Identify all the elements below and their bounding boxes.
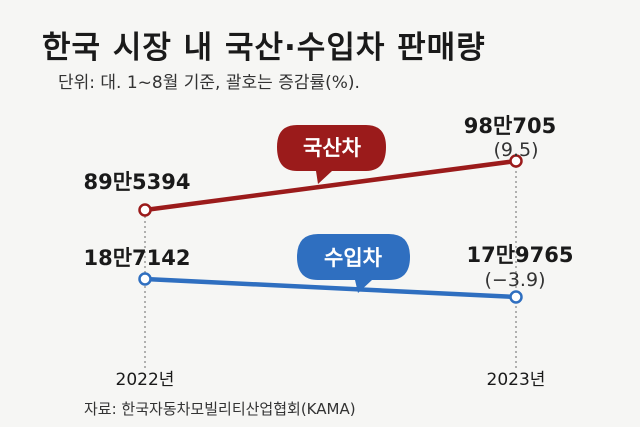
value-label-imported-2023: 17만9765 [467, 243, 574, 267]
change-label-imported: (−3.9) [485, 269, 546, 291]
value-label-domestic-2022: 89만5394 [84, 170, 191, 194]
source-note: 자료: 한국자동차모빌리티산업협회(KAMA) [84, 400, 356, 418]
value-label-domestic-2023: 98만705 [464, 114, 556, 138]
x-tick-label-2022: 2022년 [116, 370, 175, 390]
chart-subtitle: 단위: 대. 1~8월 기준, 괄호는 증감률(%). [58, 73, 360, 93]
series-line-domestic [142, 158, 519, 213]
bubble-shape-imported [297, 234, 410, 293]
value-label-imported-2022: 18만7142 [84, 246, 191, 270]
data-point-imported-2023 [509, 290, 523, 304]
x-tick-label-2023: 2023년 [487, 370, 546, 390]
data-point-domestic-2023 [509, 154, 523, 168]
legend-label-imported: 수입차 [324, 246, 383, 270]
legend-bubble-imported: 수입차 [297, 234, 410, 293]
series-imported: 수입차 18만7142 17만9765 (−3.9) [84, 234, 574, 304]
series-line-imported [142, 276, 519, 300]
data-point-imported-2022 [138, 272, 152, 286]
legend-bubble-domestic: 국산차 [277, 125, 386, 184]
series-domestic: 국산차 89만5394 98만705 (9.5) [84, 114, 556, 217]
change-label-domestic: (9.5) [493, 139, 538, 161]
bubble-shape-domestic [277, 125, 386, 184]
chart-title: 한국 시장 내 국산·수입차 판매량 [42, 30, 486, 66]
legend-label-domestic: 국산차 [303, 136, 362, 160]
data-point-domestic-2022 [138, 203, 152, 217]
